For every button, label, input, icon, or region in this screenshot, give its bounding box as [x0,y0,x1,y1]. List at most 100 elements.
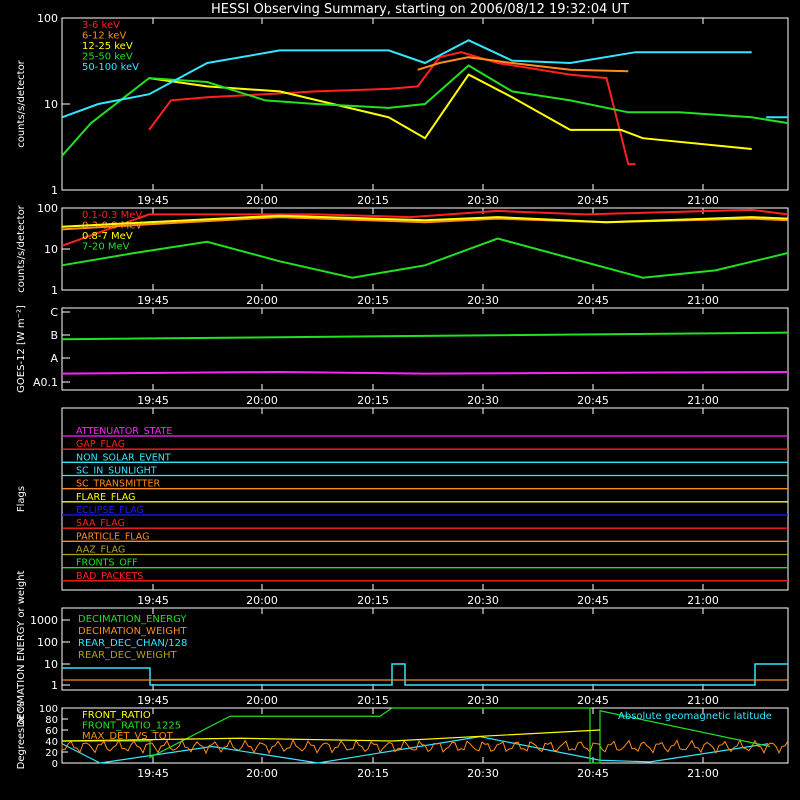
x-tick-label: 20:45 [577,694,609,707]
x-tick-label: 20:30 [467,694,499,707]
series-0-1-0-3-mev [61,208,789,247]
series-3-6-kev [148,51,636,166]
y-tick-label: 1 [51,284,58,297]
x-tick-label: 20:45 [577,394,609,407]
y-tick-label: 10 [44,658,58,671]
y-tick-label: 80 [45,715,58,726]
x-tick-label: 20:00 [246,394,278,407]
flag-label: SC_TRANSMITTER [76,479,161,490]
x-tick-label: 21:00 [687,767,719,780]
x-tick-label: 20:45 [577,767,609,780]
y-tick-label: 10 [44,98,58,111]
x-tick-label: 20:30 [467,294,499,307]
series-front-ratio-1225 [62,707,771,764]
x-tick-label: 20:15 [357,594,389,607]
flag-label: GAP_FLAG [76,439,125,450]
flag-label: AAZ_FLAG [76,545,125,556]
y-tick-label: 1 [51,184,58,197]
y-axis-label: counts/s/detector [16,59,27,147]
series-goes-short [61,370,789,375]
x-tick-label: 21:00 [687,294,719,307]
panel-frame [61,407,789,591]
x-tick-label: 21:00 [687,694,719,707]
panel-lightcurves-low: 19:45 20:00 20:15 20:30 20:45 21:00 counts/s/d… [16,12,789,207]
x-tick-label: 20:45 [577,594,609,607]
flag-label: PARTICLE_FLAG [76,531,149,542]
y-tick-label: 100 [37,202,58,215]
legend-entry: 0.1-0.3 MeV [82,210,142,221]
legend-entry: 50-100 keV [82,62,139,73]
y-axis-label: DECIMATION ENERGY or weight [16,570,27,727]
flag-label: BAD_PACKETS [76,571,143,582]
x-tick-label: 20:30 [467,394,499,407]
y-axis-label: GOES-12 [W m⁻²] [16,305,27,393]
legend-entry: 3-6 keV [82,20,120,31]
y-tick-label: 60 [45,726,58,737]
y-tick-label: 100 [39,704,58,715]
series-latitude [61,735,769,764]
y-axis-label: Degrees or % [16,702,27,770]
legend-entry: FRONT_RATIO_1225 [82,721,181,732]
panel-frame [61,307,789,391]
legend-entry: 0.8-7 MeV [82,231,133,242]
y-tick-label: 20 [45,748,58,759]
flag-label: FLARE_FLAG [76,492,136,503]
panel-frame [61,607,789,691]
panel-lightcurves-high: 19:45 20:00 20:15 20:30 20:45 21:00 counts/s/d… [16,202,789,307]
series-0-8-7-mev [61,214,789,228]
x-tick-label: 20:15 [357,294,389,307]
y-tick-label: 100 [37,636,58,649]
y-tick-label: B [50,329,58,342]
y-tick-label: 40 [45,737,58,748]
y-tick-label: 0 [52,759,58,770]
y-tick-label: 1000 [30,614,58,627]
x-tick-label: 19:45 [137,694,169,707]
legend-entry: MAX_DET_VS_TOT [82,731,174,742]
x-tick-label: 19:45 [137,594,169,607]
series-max-det [61,738,789,755]
flag-label: SAA_FLAG [76,518,125,529]
x-tick-label: 20:30 [467,767,499,780]
series-12-25-kev [148,73,752,150]
x-tick-label: 20:00 [246,767,278,780]
series-25-50-kev [61,64,789,157]
series-50-100-kev [61,39,788,119]
x-tick-label: 20:15 [357,194,389,207]
x-tick-label: 21:00 [687,594,719,607]
y-tick-label: C [50,306,58,319]
x-tick-label: 21:00 [687,394,719,407]
x-tick-label: 20:00 [246,194,278,207]
x-tick-label: 20:15 [357,767,389,780]
series-front-ratio [61,729,601,742]
x-tick-label: 20:45 [577,294,609,307]
panels: 19:45 20:00 20:15 20:30 20:45 21:00 counts/s/d… [16,12,789,780]
flag-label: SC_IN_SUNLIGHT [76,466,157,477]
series-7-20-mev [61,237,789,279]
panel-goes: 19:45 20:00 20:15 20:30 20:45 21:00 GOES-12 [W… [16,305,789,407]
legend-entry: 7-20 MeV [82,242,130,253]
x-tick-label: 19:45 [137,394,169,407]
y-tick-label: 100 [37,12,58,25]
y-tick-label: A [50,352,58,365]
y-tick-label: 10 [44,243,58,256]
x-tick-label: 20:45 [577,194,609,207]
y-tick-label: 1 [51,679,58,692]
x-tick-label: 20:15 [357,694,389,707]
x-tick-label: 20:00 [246,594,278,607]
x-tick-label: 20:00 [246,294,278,307]
legend-entry: REAR_DEC_WEIGHT [78,650,177,661]
legend-entry: DECIMATION_WEIGHT [78,626,187,637]
legend-entry: 6-12 keV [82,31,126,42]
legend-entry: 12-25 keV [82,41,133,52]
panel-flags: 19:45 20:00 20:15 20:30 20:45 21:00 Flags ATTEN… [16,407,789,607]
y-axis-label: counts/s/detector [16,204,27,292]
legend-entry: Absolute geomagnetic latitude [618,711,772,722]
flag-label: ECLIPSE_FLAG [76,505,144,516]
x-tick-label: 20:15 [357,394,389,407]
series-goes-long [61,331,789,341]
panel-decimation: 19:45 20:00 20:15 20:30 20:45 21:00 DECIMATION… [16,570,789,727]
legend-entry: REAR_DEC_CHAN/128 [78,638,187,649]
y-tick-label: A0.1 [33,376,58,389]
panel-ratios: 19:45 20:00 20:15 20:30 20:45 21:00 Degrees or… [16,702,789,780]
